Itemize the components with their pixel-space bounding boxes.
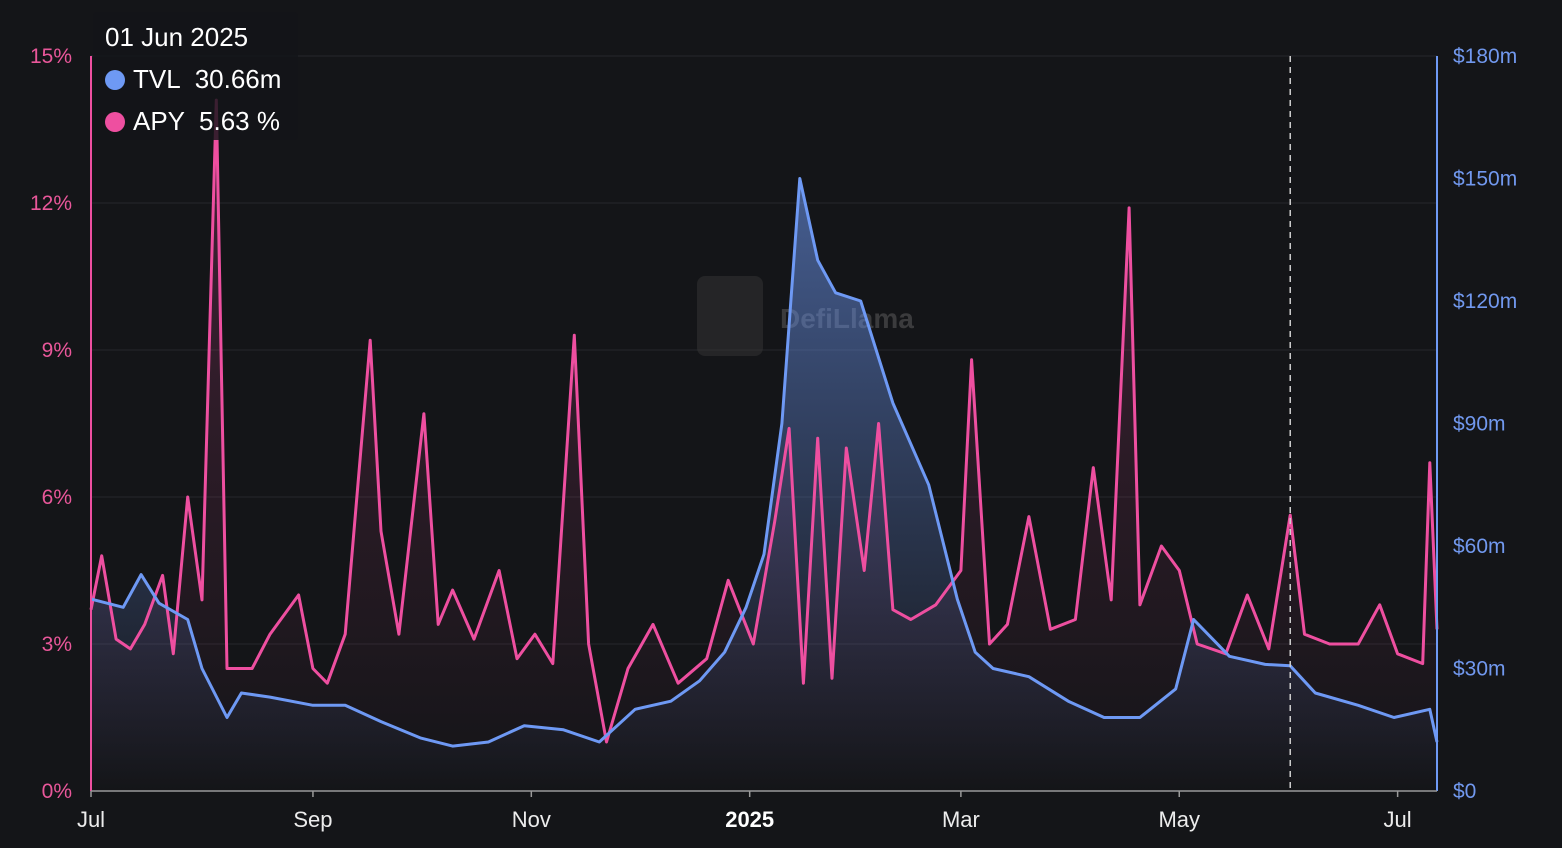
- y-right-tick-label: $0: [1453, 780, 1476, 803]
- tick-labels: 0% 3% 6% 9% 12% 15% $0 $30m $60m $90m $120m $150m $1…: [30, 45, 1517, 832]
- x-tick-label: Sep: [293, 807, 332, 832]
- tooltip-apy-value: 5.63 %: [199, 106, 280, 136]
- apy-series-line: [89, 98, 1439, 744]
- series-areas: [91, 100, 1437, 792]
- y-left-tick-label: 0%: [42, 780, 72, 803]
- apy-area: [91, 100, 1437, 792]
- tvl-series-line: [90, 177, 1439, 748]
- x-tick-label: Jul: [1384, 807, 1412, 832]
- y-right-tick-label: $150m: [1453, 168, 1517, 191]
- tooltip-row-apy: APY 5.63 %: [105, 106, 280, 137]
- y-right-tick-label: $180m: [1453, 45, 1517, 68]
- y-left-tick-label: 3%: [42, 633, 72, 656]
- tvl-area: [91, 178, 1437, 791]
- tooltip: 01 Jun 2025 TVL 30.66m APY 5.63 %: [93, 12, 298, 140]
- tooltip-row-tvl: TVL 30.66m: [105, 64, 281, 95]
- x-tick-label: Jul: [77, 807, 105, 832]
- y-left-tick-label: 6%: [42, 486, 72, 509]
- apy-legend-dot-icon: [105, 111, 125, 132]
- axes: [90, 56, 1438, 792]
- y-right-tick-label: $90m: [1453, 413, 1506, 436]
- x-tick-label: May: [1158, 807, 1200, 832]
- y-right-tick-label: $60m: [1453, 535, 1506, 558]
- llama-logo-icon: [697, 276, 763, 356]
- tooltip-apy-label: APY: [133, 106, 186, 136]
- y-left-tick-label: 12%: [30, 192, 72, 215]
- tooltip-tvl-label: TVL: [133, 64, 181, 94]
- y-right-tick-label: $30m: [1453, 658, 1506, 681]
- tvl-legend-dot-icon: [105, 69, 125, 90]
- x-tick-label: Nov: [512, 807, 551, 832]
- x-tick-label: 2025: [725, 807, 774, 832]
- x-tick-label: Mar: [942, 807, 980, 832]
- tooltip-tvl-value: 30.66m: [194, 64, 282, 94]
- tooltip-date: 01 Jun 2025: [105, 22, 249, 52]
- series-lines: [89, 98, 1439, 748]
- y-left-tick-label: 9%: [42, 339, 72, 362]
- y-left-tick-label: 15%: [30, 45, 72, 68]
- y-right-tick-label: $120m: [1453, 290, 1517, 313]
